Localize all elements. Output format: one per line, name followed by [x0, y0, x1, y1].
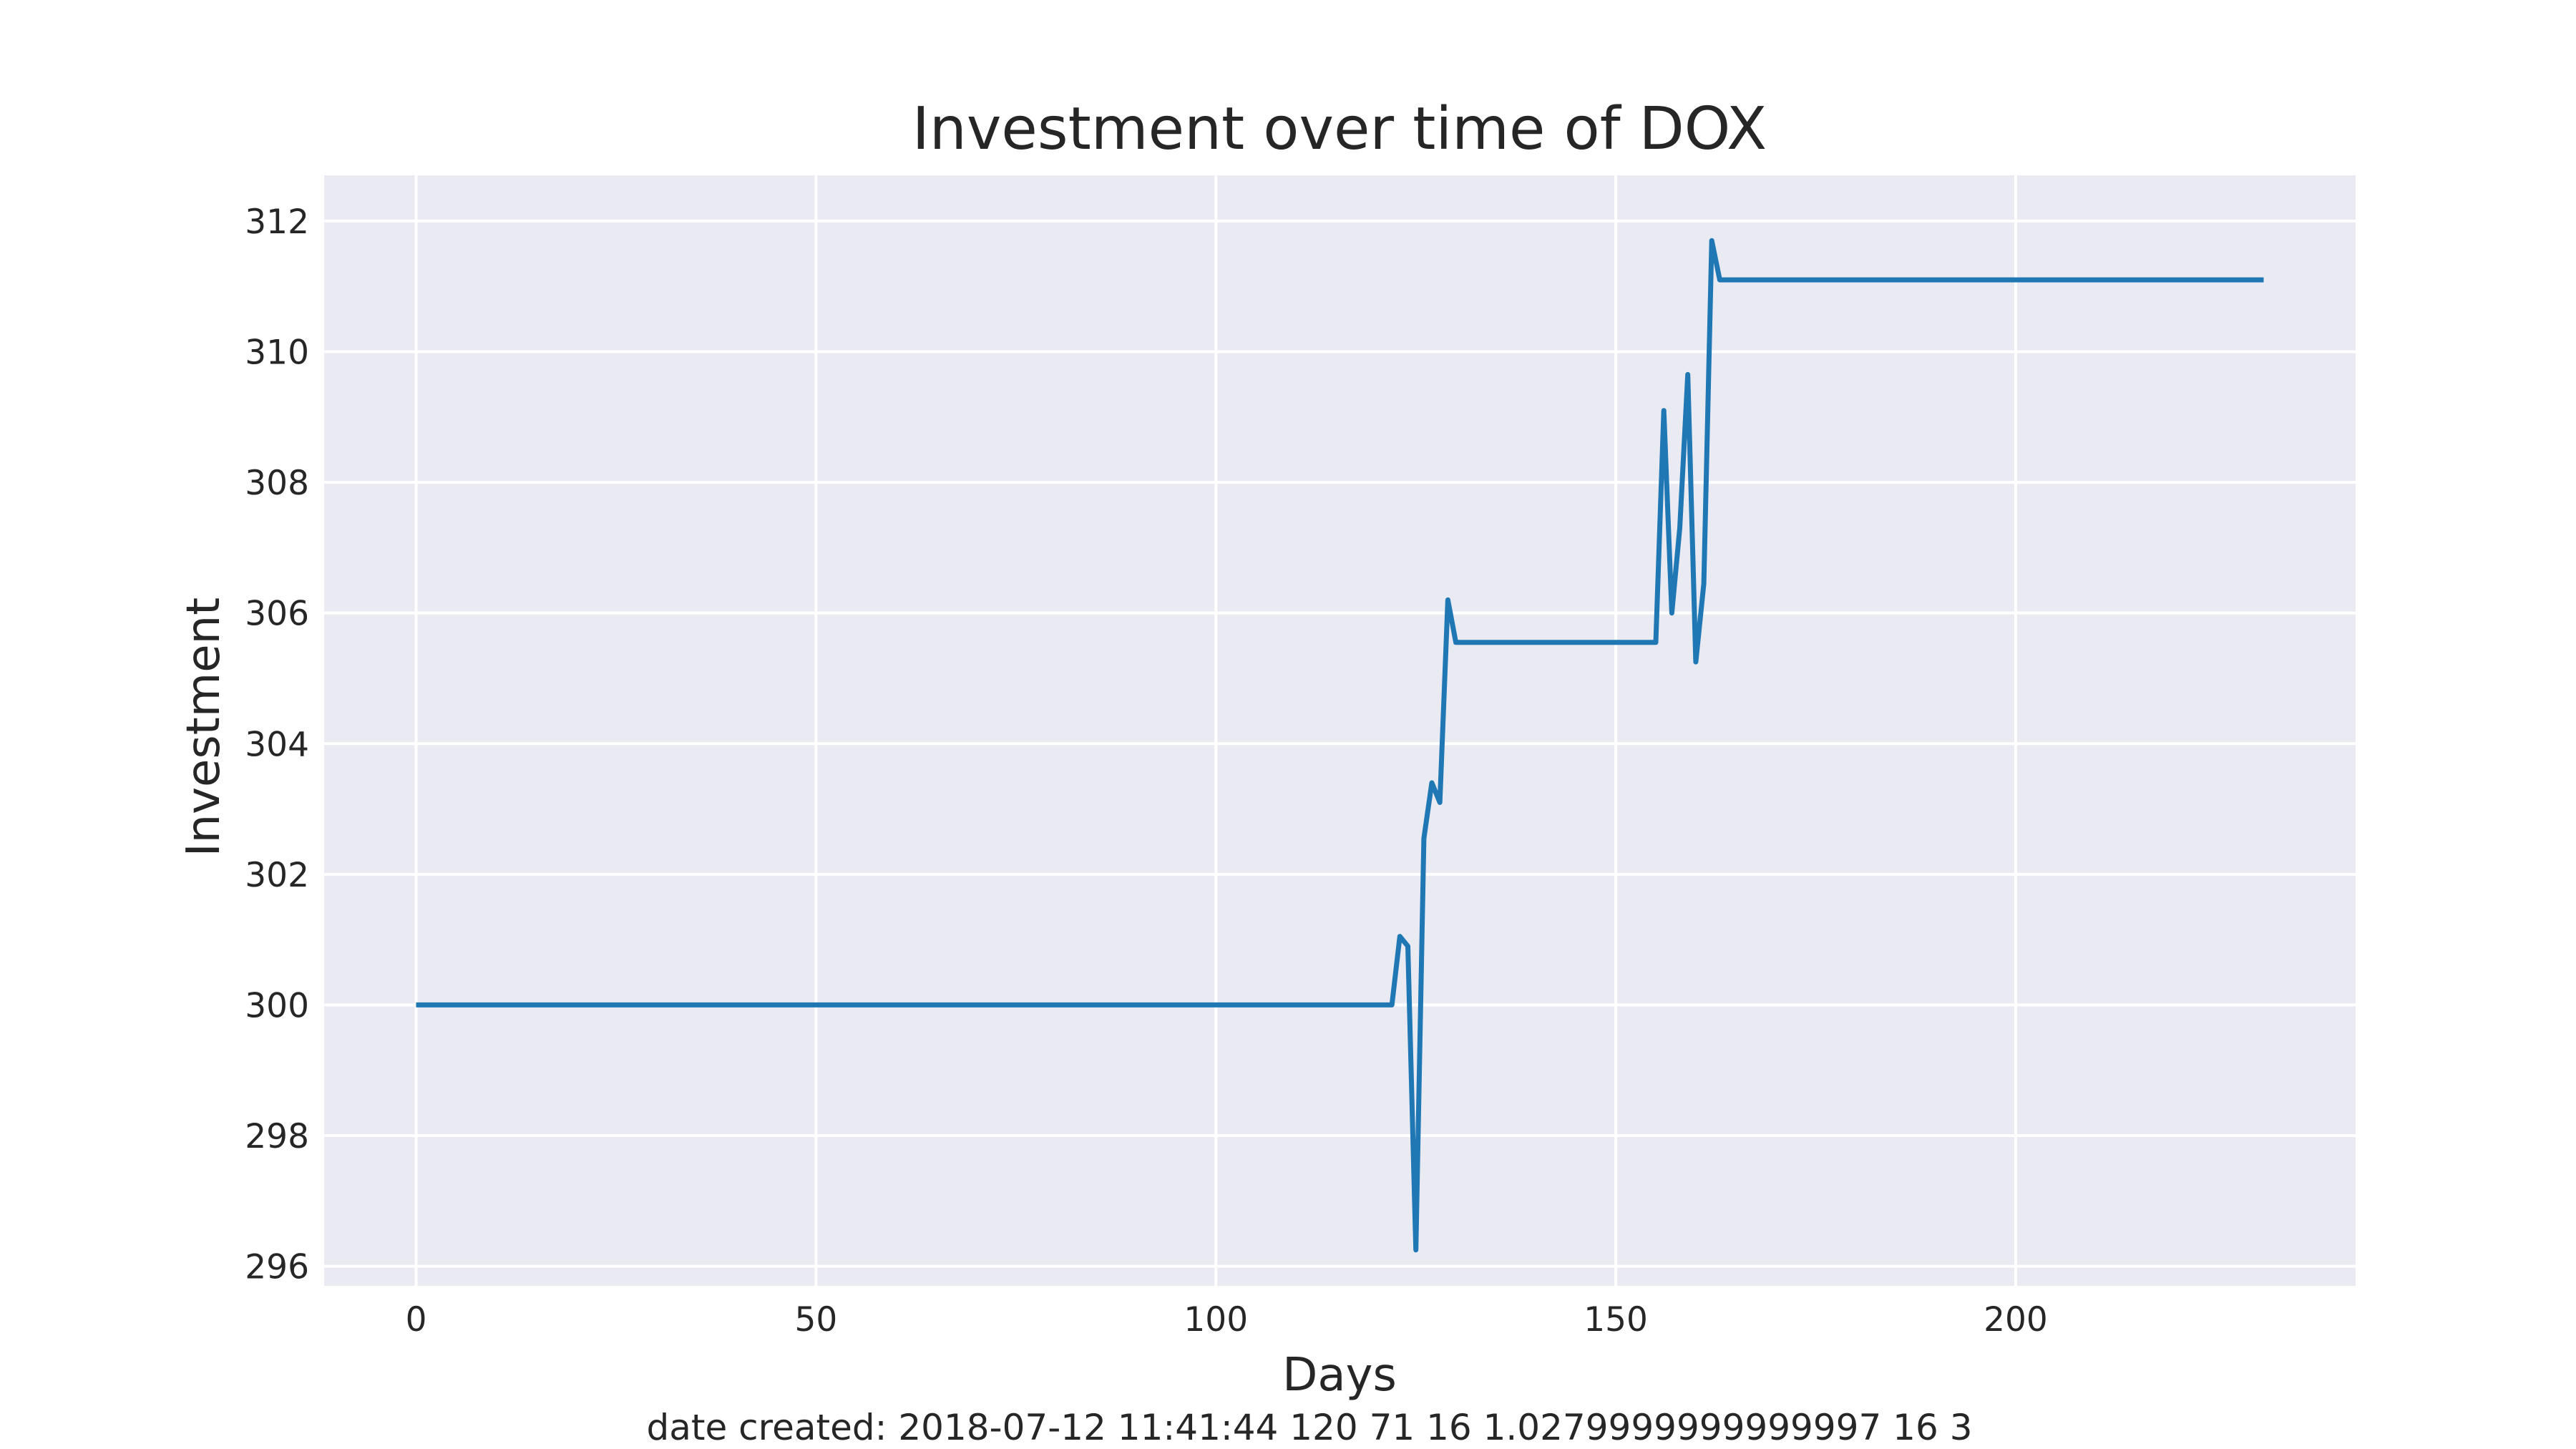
x-tick-label: 0	[406, 1300, 427, 1340]
y-tick-label: 296	[245, 1248, 309, 1287]
y-tick-label: 302	[245, 856, 309, 895]
y-axis-label: Investment	[177, 597, 230, 857]
y-tick-label: 310	[245, 333, 309, 372]
chart-title: Investment over time of DOX	[912, 95, 1767, 163]
date-created-caption: date created: 2018-07-12 11:41:44 120 71…	[646, 1407, 1972, 1448]
x-tick-label: 50	[794, 1300, 837, 1340]
x-tick-label: 200	[1984, 1300, 2048, 1340]
x-axis-ticks: 0 50 100 150 200	[406, 1300, 2048, 1340]
x-axis-label: Days	[1282, 1349, 1397, 1402]
y-tick-label: 304	[245, 725, 309, 764]
y-tick-label: 300	[245, 986, 309, 1025]
y-tick-label: 308	[245, 464, 309, 503]
y-tick-label: 306	[245, 595, 309, 634]
x-tick-label: 100	[1184, 1300, 1248, 1340]
plot-area	[324, 175, 2356, 1286]
y-tick-label: 312	[245, 203, 309, 242]
series-line	[416, 238, 2264, 1253]
x-tick-label: 150	[1584, 1300, 1648, 1340]
y-axis-ticks: 296 298 300 302 304 306 308 310 312	[245, 203, 309, 1287]
y-tick-label: 298	[245, 1117, 309, 1156]
